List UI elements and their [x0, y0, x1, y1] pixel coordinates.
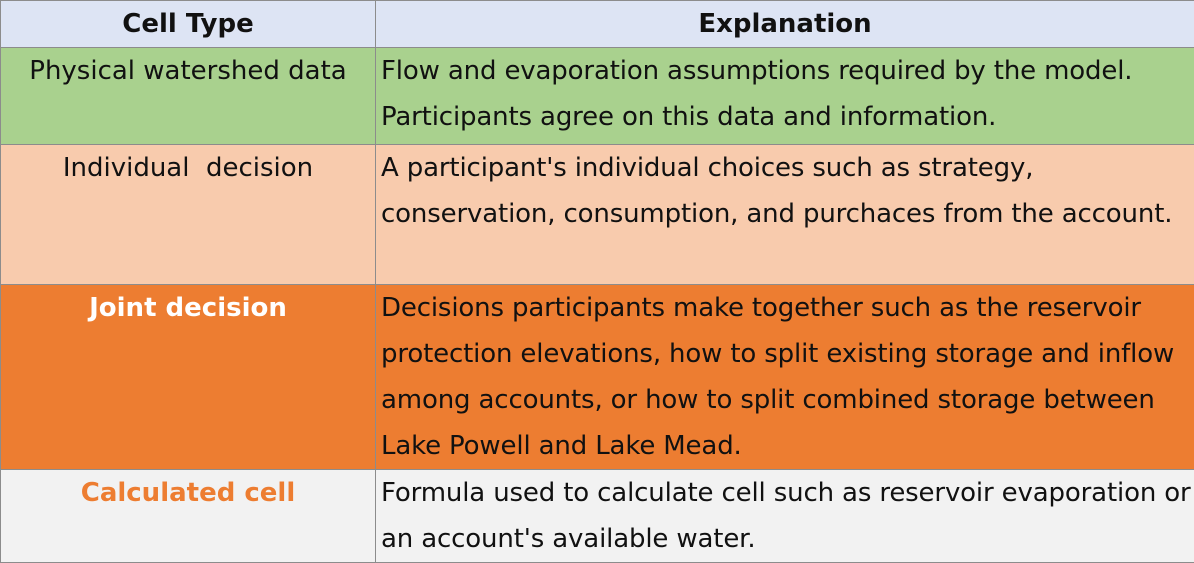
table-row: Calculated cell Formula used to calculat… [1, 470, 1194, 563]
explanation-individual: A participant's individual choices such … [376, 145, 1194, 285]
explanation-joint: Decisions participants make together suc… [376, 285, 1194, 470]
cell-type-header: Cell Type [1, 1, 376, 48]
table-row: Individual decision A participant's indi… [1, 145, 1194, 285]
cell-type-individual: Individual decision [1, 145, 376, 285]
table-row: Joint decision Decisions participants ma… [1, 285, 1194, 470]
cell-type-calculated: Calculated cell [1, 470, 376, 563]
cell-type-joint: Joint decision [1, 285, 376, 470]
explanation-header: Explanation [376, 1, 1194, 48]
header-row: Cell Type Explanation [1, 1, 1194, 48]
cell-type-physical: Physical watershed data [1, 48, 376, 145]
table-row: Physical watershed data Flow and evapora… [1, 48, 1194, 145]
explanation-physical: Flow and evaporation assumptions require… [376, 48, 1194, 145]
explanation-calculated: Formula used to calculate cell such as r… [376, 470, 1194, 563]
